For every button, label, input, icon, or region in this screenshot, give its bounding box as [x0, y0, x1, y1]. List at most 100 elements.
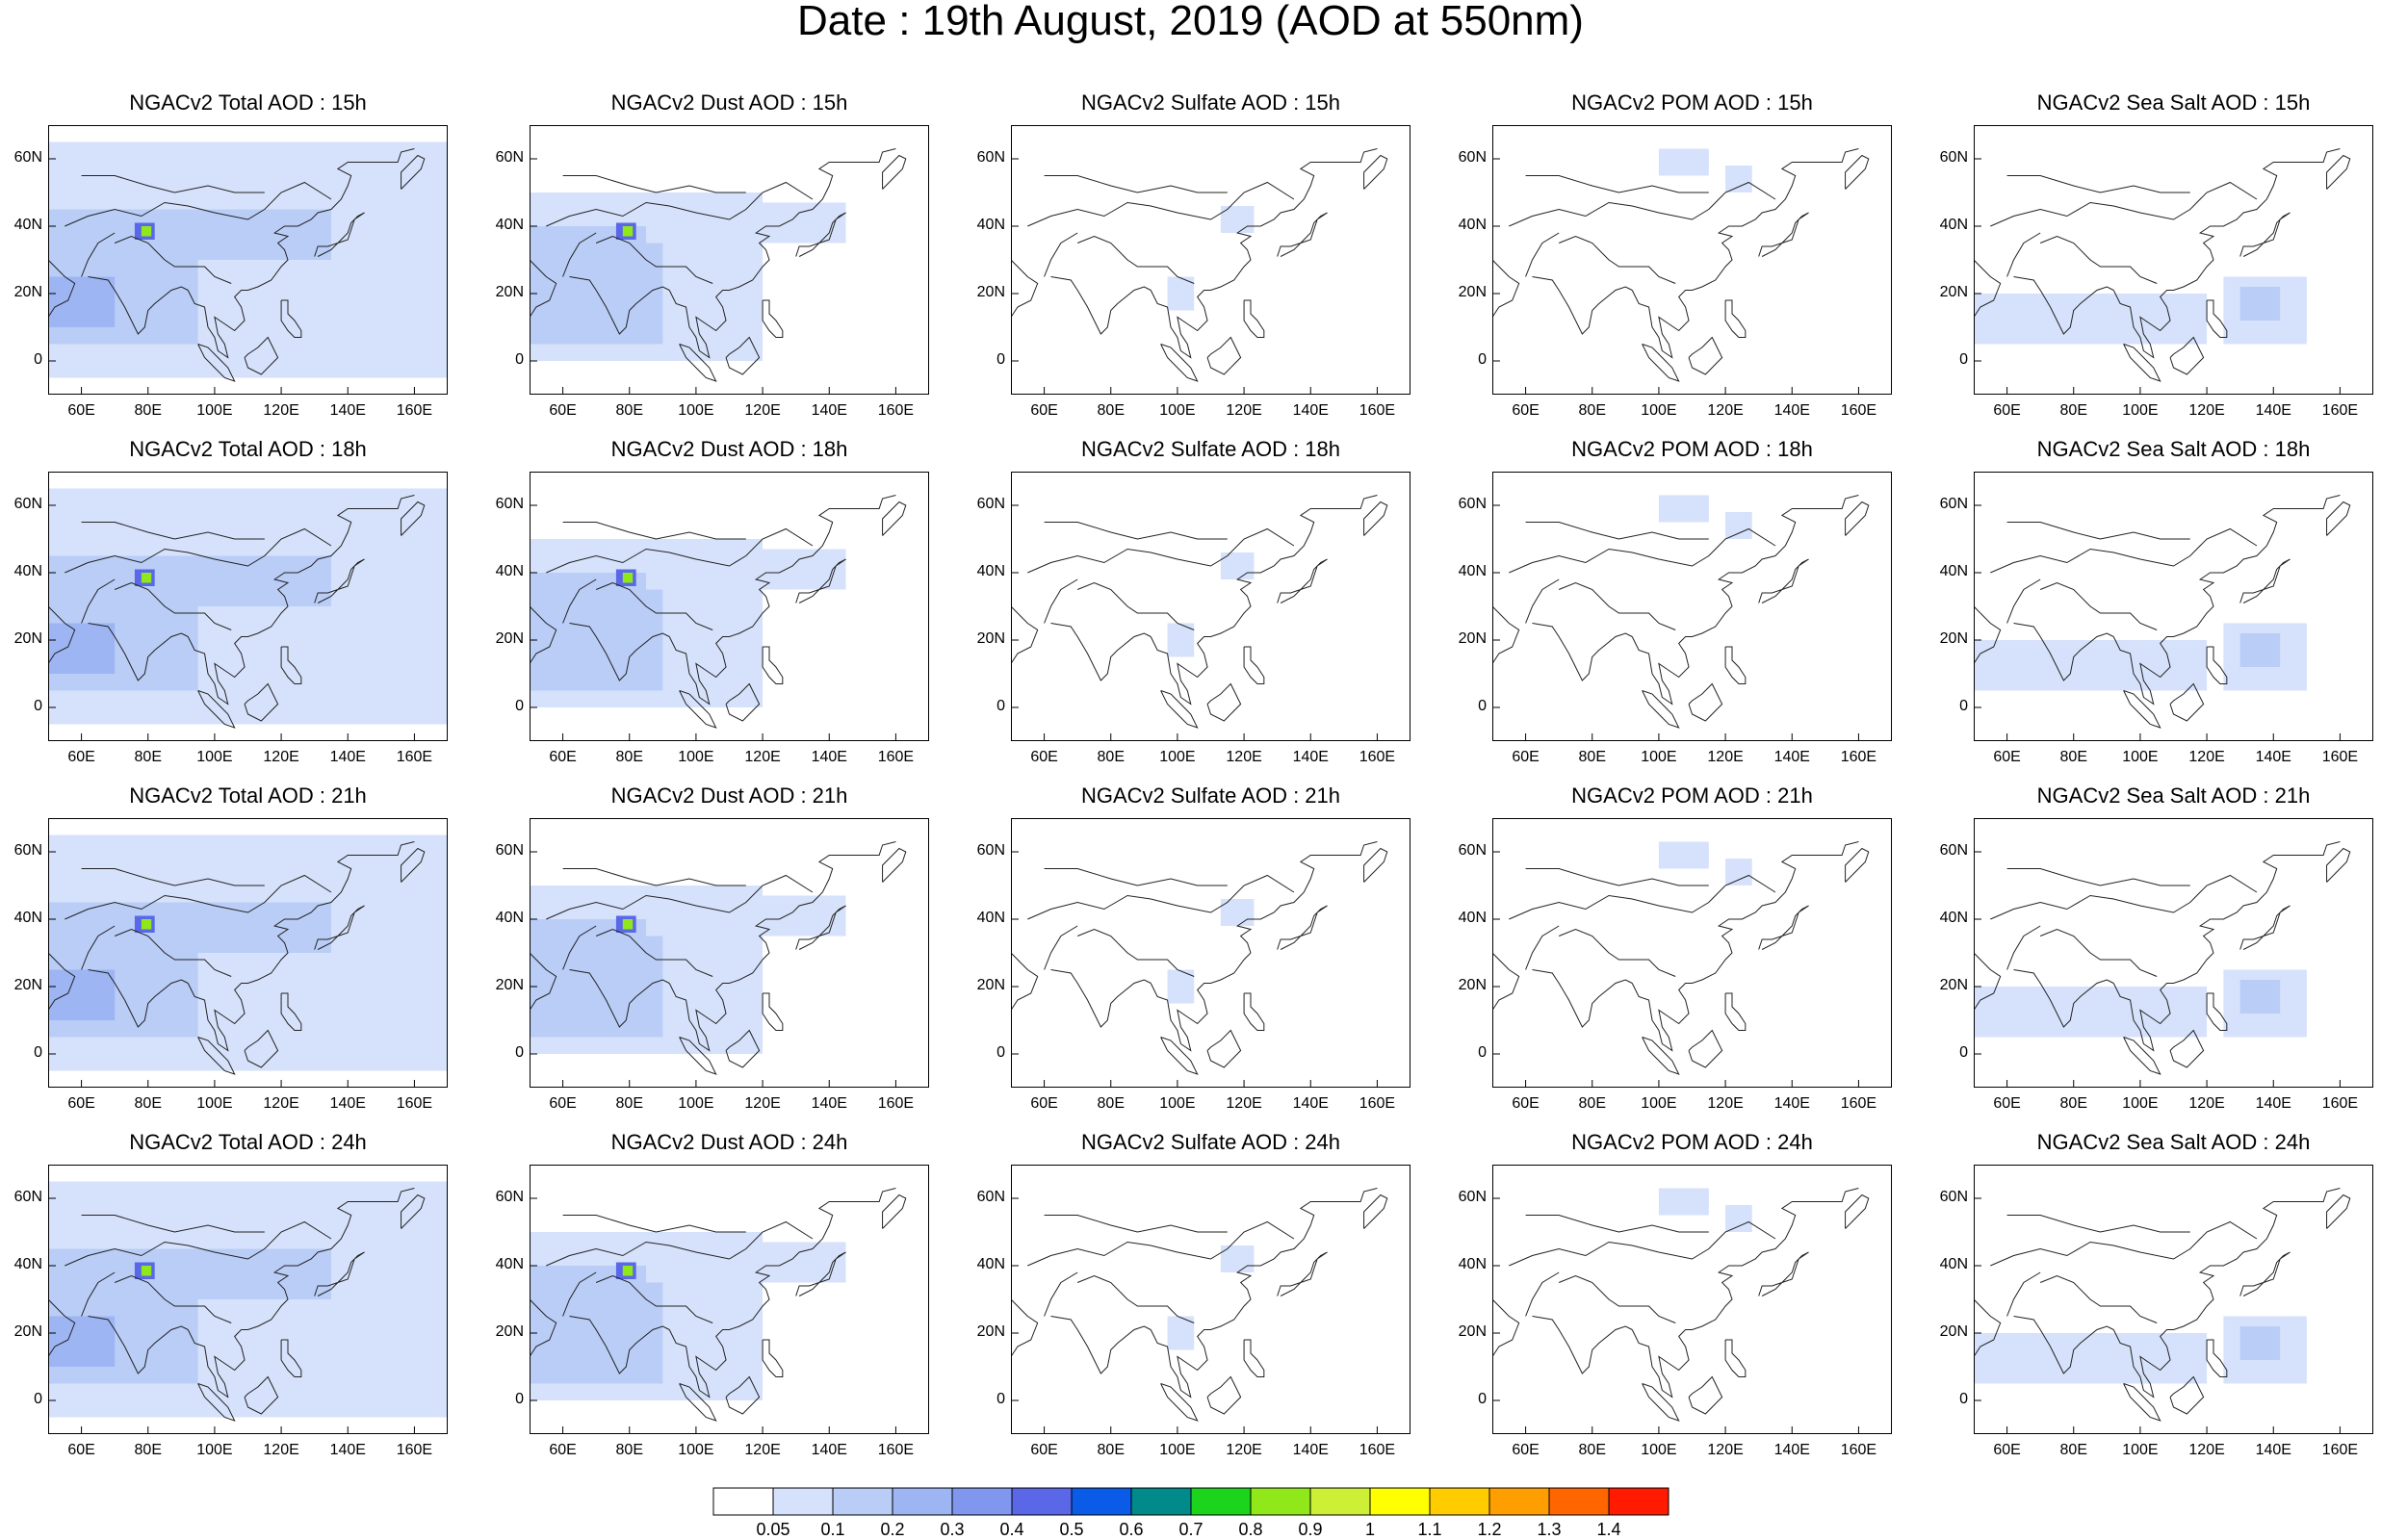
coastline: [1509, 1220, 1776, 1267]
x-tick-label: 60E: [1993, 1095, 2021, 1112]
aod-field-patch: [48, 276, 116, 327]
coastline: [88, 969, 189, 1028]
panel-title: NGACv2 Total AOD : 18h: [129, 437, 367, 461]
coastline: [679, 1037, 717, 1075]
x-tick-label: 160E: [877, 749, 915, 765]
aod-field-patch: [1167, 1316, 1195, 1350]
x-tick-label: 60E: [1993, 402, 2021, 419]
coastline: [1688, 1375, 1723, 1415]
y-tick-label: 0: [515, 1391, 524, 1407]
x-tick-label: 80E: [134, 402, 162, 419]
x-tick-label: 80E: [2059, 749, 2087, 765]
x-tick-label: 80E: [615, 1095, 643, 1112]
x-tick-label: 160E: [2321, 1095, 2359, 1112]
y-tick-label: 60N: [1458, 842, 1487, 859]
y-tick-label: 40N: [13, 910, 42, 926]
coastline: [2169, 682, 2205, 722]
coastline: [1027, 1220, 1295, 1267]
coastline: [2123, 1037, 2161, 1075]
coastline: [1631, 495, 1859, 706]
coastline: [81, 1215, 265, 1233]
y-tick-label: 20N: [495, 630, 524, 647]
y-tick-label: 0: [1478, 351, 1487, 368]
x-tick-label: 160E: [1359, 1095, 1396, 1112]
x-tick-label: 100E: [678, 749, 714, 765]
coastline: [1044, 868, 1228, 886]
coastline: [2326, 847, 2351, 883]
colorbar-swatch: [832, 1487, 893, 1516]
aod-field-patch: [1167, 969, 1195, 1004]
coastline: [2169, 1029, 2205, 1068]
x-tick-label: 100E: [678, 1442, 714, 1458]
aod-field-patch: [1658, 495, 1709, 523]
x-tick-label: 120E: [1226, 1095, 1262, 1112]
coastline: [725, 1375, 761, 1415]
map-panel: [1492, 125, 1892, 395]
colorbar-swatch: [892, 1487, 953, 1516]
x-tick-label: 160E: [1359, 1442, 1396, 1458]
aod-field-patch: [1974, 294, 2208, 345]
panel-title: NGACv2 Total AOD : 24h: [129, 1130, 367, 1154]
panel-title: NGACv2 Total AOD : 21h: [129, 783, 367, 808]
coastline: [569, 969, 670, 1028]
map-panel: [1011, 1165, 1410, 1434]
x-tick-label: 60E: [1030, 749, 1058, 765]
y-tick-label: 0: [1478, 698, 1487, 714]
coastline: [1688, 1029, 1723, 1068]
coastline: [1206, 336, 1242, 375]
colorbar-label: 0.1: [820, 1520, 845, 1539]
x-tick-label: 100E: [2122, 749, 2159, 765]
coastline: [1509, 181, 1776, 227]
y-tick-label: 60N: [1458, 1189, 1487, 1205]
coastline: [1558, 1274, 1676, 1323]
coastline: [2006, 232, 2041, 277]
coastline: [1532, 276, 1633, 335]
coastline: [401, 500, 426, 536]
x-tick-label: 100E: [196, 1095, 233, 1112]
x-tick-label: 60E: [1030, 1095, 1058, 1112]
coastline: [1076, 928, 1195, 977]
colorbar-swatch: [1011, 1487, 1073, 1516]
aod-field-patch: [48, 969, 116, 1020]
coastline: [1363, 847, 1388, 883]
coastline: [2112, 1188, 2341, 1399]
coastline: [562, 175, 746, 193]
coastline: [1044, 1215, 1228, 1233]
y-tick-label: 20N: [495, 1323, 524, 1340]
coastline: [2169, 1375, 2205, 1415]
x-tick-label: 100E: [678, 1095, 714, 1112]
coastline: [2039, 235, 2158, 284]
coastline: [1974, 605, 2002, 664]
y-tick-label: 40N: [1939, 563, 1968, 579]
map-panel: [1974, 125, 2373, 395]
colorbar-label: 0.4: [999, 1520, 1024, 1539]
y-tick-label: 20N: [1939, 630, 1968, 647]
coastline: [762, 299, 784, 338]
coastline: [1050, 623, 1152, 681]
x-tick-label: 120E: [1707, 749, 1744, 765]
map-frame: [1974, 1165, 2373, 1434]
panel-title: NGACv2 POM AOD : 15h: [1571, 90, 1813, 115]
x-tick-label: 140E: [811, 1442, 847, 1458]
coastline: [314, 905, 365, 950]
y-tick-label: 40N: [495, 1256, 524, 1272]
x-tick-label: 60E: [1512, 1095, 1540, 1112]
coastline: [1011, 952, 1039, 1011]
coastline: [1027, 527, 1295, 574]
map-frame: [1492, 818, 1892, 1088]
x-tick-label: 120E: [263, 1442, 299, 1458]
panel-title: NGACv2 Sulfate AOD : 18h: [1080, 437, 1341, 461]
y-tick-label: 40N: [1939, 217, 1968, 233]
coastline: [1525, 868, 1709, 886]
coastline: [1050, 969, 1152, 1028]
y-tick-label: 60N: [13, 496, 42, 512]
coastline: [401, 154, 426, 190]
coastline: [2239, 905, 2290, 950]
coastline: [1277, 905, 1328, 950]
aod-field-patch: [1725, 512, 1752, 539]
y-tick-label: 0: [515, 351, 524, 368]
coastline: [1990, 527, 2258, 574]
y-tick-label: 0: [996, 698, 1005, 714]
aod-field-patch: [165, 1248, 331, 1299]
aod-field-patch: [530, 226, 663, 345]
